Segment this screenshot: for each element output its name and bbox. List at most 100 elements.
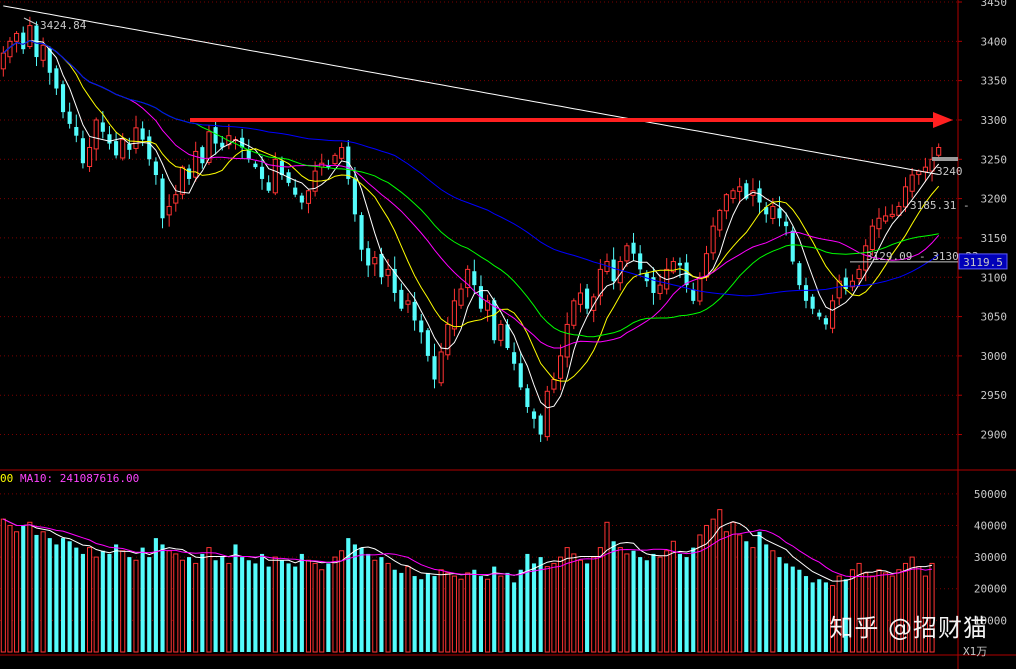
volume-bar-up xyxy=(166,550,172,653)
moving-average-lines xyxy=(2,5,940,582)
candle-body-up xyxy=(557,355,564,379)
price-tick-label: 3300 xyxy=(981,114,1008,127)
volume-bar-up xyxy=(836,575,842,653)
volume-bar-up xyxy=(896,569,902,653)
candle-body-up xyxy=(624,245,630,262)
candle-body-down xyxy=(651,277,656,293)
candle-body-down xyxy=(67,111,72,124)
candle-body-up xyxy=(591,296,597,311)
candle-body-down xyxy=(246,150,251,160)
ma5-line xyxy=(2,39,940,409)
volume-bar-up xyxy=(922,575,928,653)
candle-body-down xyxy=(784,221,789,227)
volume-bar-up xyxy=(372,559,378,653)
volume-bar-up xyxy=(829,585,836,653)
candle-body-down xyxy=(253,163,258,168)
candle-body-down xyxy=(512,352,517,364)
volume-bar-down xyxy=(187,557,192,652)
volume-bar-up xyxy=(40,531,46,653)
candle-body-down xyxy=(266,182,271,191)
volume-bar-up xyxy=(770,550,776,653)
volume-bar-up xyxy=(617,547,623,653)
volume-bar-up xyxy=(206,547,212,653)
candle-body-up xyxy=(485,300,491,311)
volume-bar-up xyxy=(624,553,630,653)
candle-body-down xyxy=(259,166,265,179)
candle-body-up xyxy=(133,127,139,149)
candle-body-down xyxy=(817,312,822,317)
volume-bar-up xyxy=(405,566,411,653)
volume-tick-label: 20000 xyxy=(974,583,1007,596)
volume-bar-up xyxy=(332,556,338,653)
candle-body-up xyxy=(272,158,278,194)
candle-body-down xyxy=(638,253,643,270)
candle-body-up xyxy=(564,323,570,358)
ma10-line xyxy=(2,39,940,382)
volume-bar-up xyxy=(730,521,736,653)
volume-bar-down xyxy=(531,563,537,652)
volume-bar-down xyxy=(286,563,291,652)
volume-bar-down xyxy=(644,560,649,652)
candle-body-down xyxy=(279,160,284,176)
candle-body-down xyxy=(293,187,298,195)
candle-body-down xyxy=(823,318,828,325)
candle-body-down xyxy=(147,136,152,160)
candle-body-up xyxy=(883,215,889,222)
volume-bar-down xyxy=(220,557,225,652)
ma-value-label-lower: 3129.09 - 3130.23 xyxy=(866,250,979,263)
volume-bar-down xyxy=(764,544,769,652)
volume-bar-up xyxy=(863,572,869,653)
volume-bar-down xyxy=(757,531,762,652)
volume-bar-down xyxy=(492,566,497,652)
candle-body-down xyxy=(611,259,616,282)
candle-body-up xyxy=(849,280,856,288)
price-tick-label: 3100 xyxy=(981,271,1008,284)
volume-bar-down xyxy=(266,566,271,652)
volume-bar-up xyxy=(14,531,20,653)
volume-bar-down xyxy=(638,557,643,652)
candle-body-up xyxy=(723,194,729,212)
candle-body-down xyxy=(153,161,158,176)
volume-bar-down xyxy=(67,541,72,652)
candle-body-up xyxy=(305,190,312,204)
candle-body-up xyxy=(179,166,185,195)
volume-bar-up xyxy=(485,578,491,653)
current-price-label: 3119.5 xyxy=(963,256,1003,269)
candle-body-down xyxy=(757,188,762,203)
volume-bar-down xyxy=(200,553,205,652)
candle-body-up xyxy=(909,174,915,192)
volume-bar-up xyxy=(173,553,179,653)
candle-body-down xyxy=(399,289,404,309)
volume-bar-up xyxy=(604,521,610,653)
volume-bar-down xyxy=(352,544,357,652)
candle-body-up xyxy=(40,44,46,61)
candle-body-down xyxy=(425,330,430,356)
watermark: 知乎 @招财猫 xyxy=(829,614,988,642)
volume-bar-down xyxy=(246,560,251,652)
right-tag-marker xyxy=(932,157,958,161)
candle-body-up xyxy=(697,276,703,302)
volume-bar-up xyxy=(544,566,550,653)
volume-bar-down xyxy=(425,572,430,652)
volume-bars xyxy=(0,509,935,653)
candle-body-down xyxy=(538,415,543,435)
candle-body-up xyxy=(166,205,172,216)
volume-bar-up xyxy=(179,559,185,653)
candle-body-up xyxy=(14,32,20,42)
candle-body-up xyxy=(86,146,93,167)
candle-body-down xyxy=(114,141,119,156)
candle-body-down xyxy=(764,207,769,215)
volume-bar-down xyxy=(147,557,152,652)
volume-bar-down xyxy=(399,572,404,652)
volume-bar-down xyxy=(691,547,696,652)
volume-bar-down xyxy=(60,538,66,652)
volume-bar-up xyxy=(7,524,13,653)
volume-bar-down xyxy=(512,582,517,652)
volume-bar-down xyxy=(631,550,636,652)
volume-bar-down xyxy=(677,553,683,652)
candle-body-up xyxy=(670,261,676,273)
candle-body-down xyxy=(803,285,809,301)
candle-body-down xyxy=(100,122,105,132)
candle-body-down xyxy=(200,147,205,164)
